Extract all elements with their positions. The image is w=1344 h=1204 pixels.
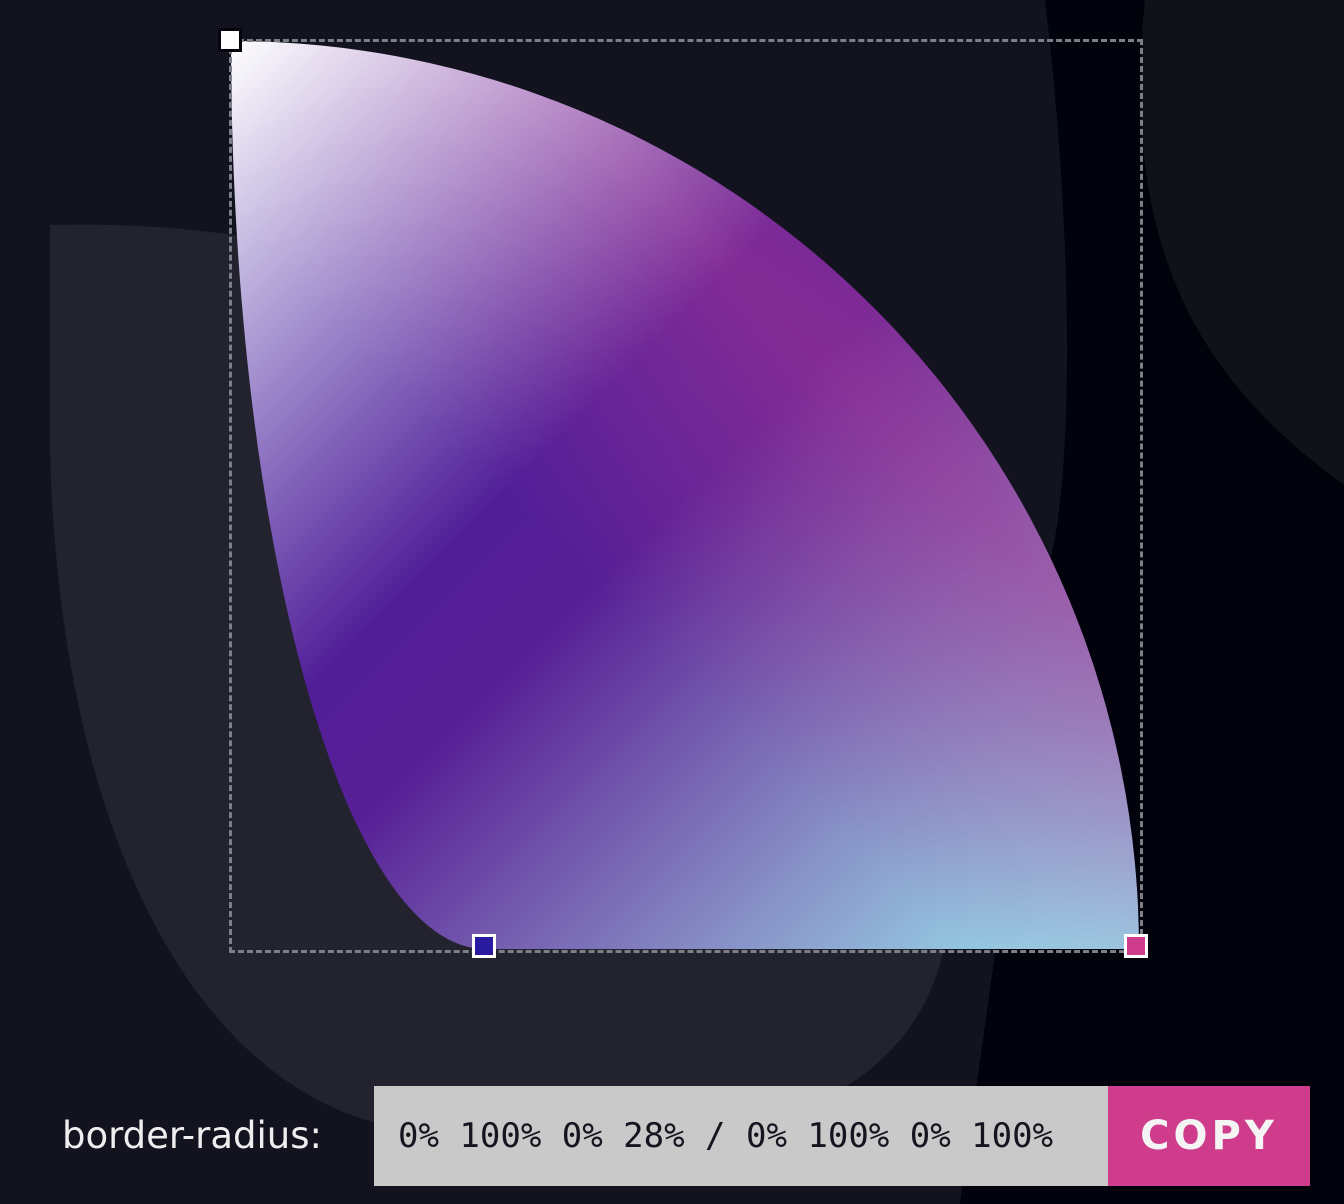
bottom-right-radius-handle[interactable]	[1124, 934, 1148, 958]
border-radius-value[interactable]: 0% 100% 0% 28% / 0% 100% 0% 100%	[374, 1086, 1108, 1186]
copy-button[interactable]: COPY	[1108, 1086, 1310, 1186]
bottom-left-radius-handle[interactable]	[472, 934, 496, 958]
bounding-frame	[229, 39, 1143, 953]
output-label: border-radius:	[62, 1114, 322, 1157]
top-left-radius-handle[interactable]	[218, 28, 242, 52]
